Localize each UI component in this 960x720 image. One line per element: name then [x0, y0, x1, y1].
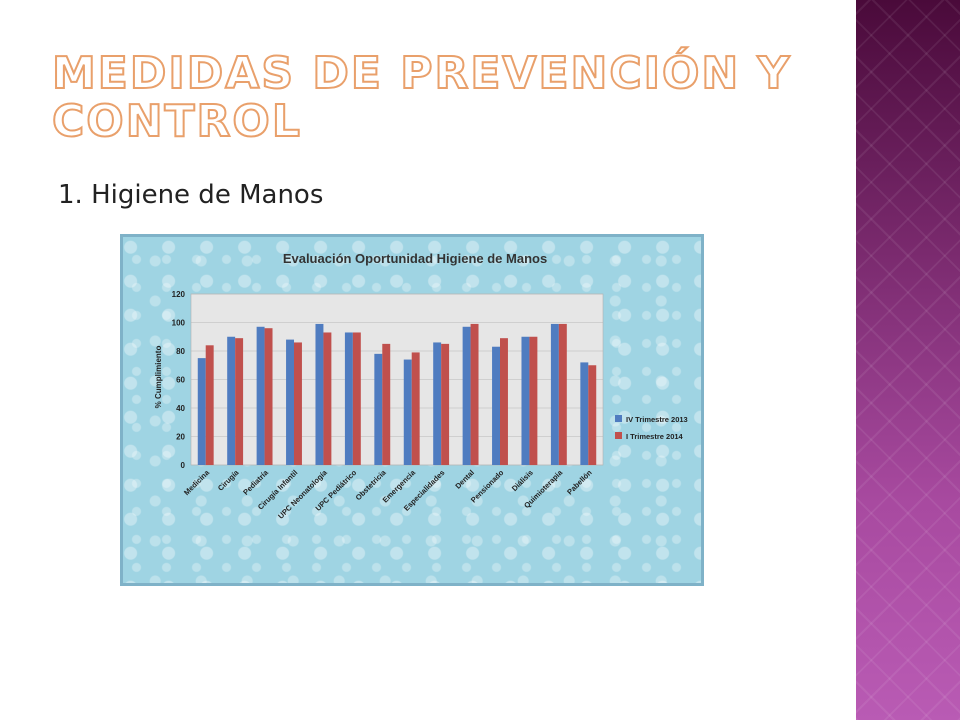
- bar-2: [294, 342, 302, 465]
- bar-1: [344, 332, 353, 465]
- decorative-side-band: [856, 0, 960, 720]
- bar-chart: Evaluación Oportunidad Higiene de Manos …: [154, 251, 688, 521]
- bar-1: [580, 362, 589, 465]
- y-tick-label: 100: [172, 319, 186, 328]
- slide-title: Medidas de prevención y control: [51, 48, 792, 147]
- bar-1: [462, 326, 471, 465]
- bar-1: [227, 336, 236, 465]
- legend-swatch: [615, 415, 622, 422]
- x-tick-label: Dental: [453, 468, 476, 491]
- bar-1: [286, 339, 294, 465]
- bar-1: [256, 326, 265, 465]
- x-tick-label: UPC Neonatología: [276, 467, 329, 520]
- bar-2: [588, 365, 597, 465]
- bar-2: [352, 332, 361, 465]
- y-axis-label: % Cumplimiento: [154, 346, 163, 409]
- bar-2: [500, 338, 508, 465]
- slide-subtitle: 1. Higiene de Manos: [58, 180, 324, 210]
- x-tick-label: Diálisis: [510, 468, 535, 493]
- legend-label: IV Trimestre 2013: [626, 415, 688, 424]
- bar-1: [315, 323, 324, 465]
- bar-1: [403, 359, 412, 465]
- legend-swatch: [615, 432, 622, 439]
- bar-2: [205, 345, 214, 465]
- y-tick-label: 120: [172, 290, 186, 299]
- x-tick-label: Medicina: [182, 467, 212, 497]
- y-tick-label: 40: [176, 404, 185, 413]
- y-tick-label: 0: [181, 461, 186, 470]
- y-tick-label: 20: [176, 433, 185, 442]
- bar-1: [521, 336, 530, 465]
- bar-1: [374, 353, 383, 465]
- chart-frame: Evaluación Oportunidad Higiene de Manos …: [120, 234, 704, 586]
- bar-1: [550, 323, 559, 465]
- bar-2: [264, 328, 273, 465]
- bar-2: [323, 332, 332, 465]
- bar-2: [235, 338, 244, 465]
- chart-title: Evaluación Oportunidad Higiene de Manos: [283, 251, 547, 266]
- bar-1: [433, 342, 442, 465]
- x-tick-label: Pabellón: [565, 468, 594, 497]
- y-tick-label: 60: [176, 376, 185, 385]
- bar-2: [411, 352, 420, 465]
- x-tick-label: Pediatría: [241, 467, 270, 496]
- bar-2: [558, 323, 567, 465]
- bar-1: [197, 358, 206, 465]
- legend-label: I Trimestre 2014: [626, 432, 684, 441]
- bar-2: [441, 343, 450, 465]
- bar-2: [529, 336, 538, 465]
- bar-2: [470, 323, 479, 465]
- bar-2: [382, 343, 391, 465]
- x-tick-label: Cirugía: [216, 467, 241, 492]
- y-tick-label: 80: [176, 347, 185, 356]
- bar-1: [492, 346, 500, 465]
